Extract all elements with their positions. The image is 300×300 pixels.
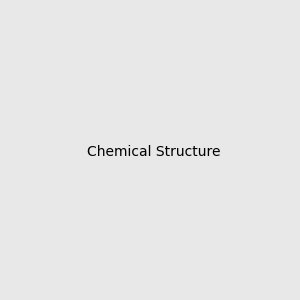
Text: Chemical Structure: Chemical Structure	[87, 145, 220, 158]
